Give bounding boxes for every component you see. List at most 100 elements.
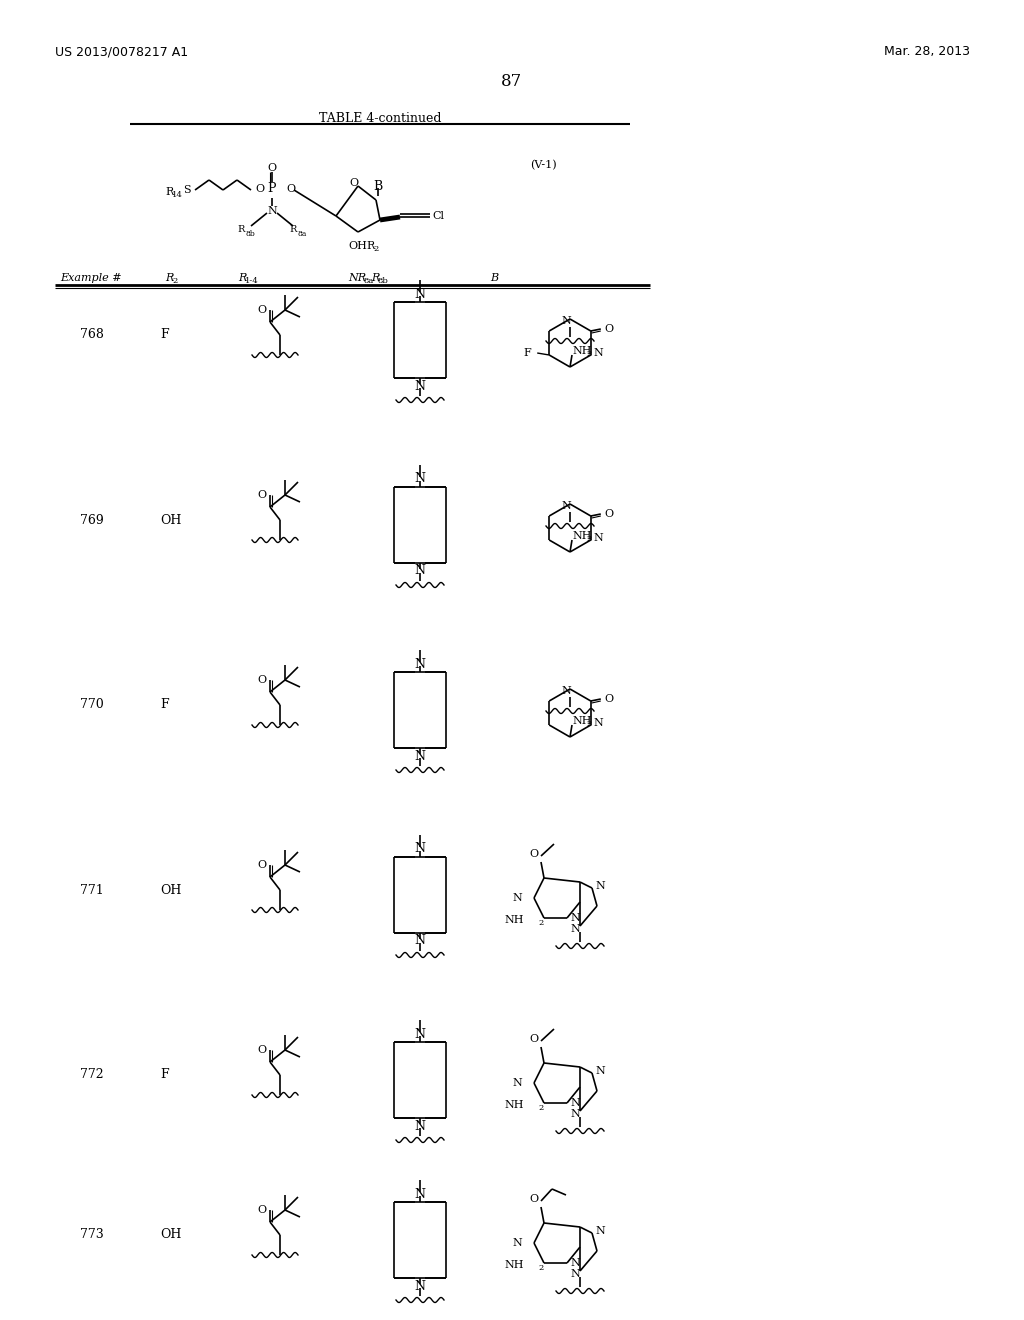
Text: N: N	[415, 380, 426, 392]
Text: N: N	[415, 1279, 426, 1292]
Text: 2: 2	[538, 919, 544, 927]
Text: O: O	[349, 178, 358, 187]
Text: S: S	[183, 185, 190, 195]
Text: NH: NH	[505, 1261, 524, 1270]
Text: F: F	[160, 698, 169, 711]
Text: OH: OH	[160, 1229, 181, 1242]
Text: O: O	[605, 510, 614, 519]
Text: 2: 2	[586, 350, 591, 358]
Text: N: N	[415, 565, 426, 578]
Text: NR: NR	[348, 273, 367, 282]
Text: 768: 768	[80, 329, 103, 342]
Text: 8a: 8a	[298, 230, 307, 238]
Text: NH: NH	[505, 915, 524, 925]
Text: N: N	[570, 1269, 580, 1279]
Text: N: N	[561, 502, 570, 511]
Text: OH: OH	[160, 883, 181, 896]
Text: O: O	[257, 490, 266, 500]
Text: R: R	[165, 187, 173, 197]
Text: Mar. 28, 2013: Mar. 28, 2013	[884, 45, 970, 58]
Text: B: B	[490, 273, 498, 282]
Text: N: N	[570, 913, 580, 923]
Text: 2: 2	[538, 1265, 544, 1272]
Text: 14: 14	[172, 191, 183, 199]
Text: Cl: Cl	[432, 211, 444, 220]
Text: N: N	[512, 1238, 522, 1247]
Text: O: O	[257, 1205, 266, 1214]
Text: O: O	[257, 305, 266, 315]
Text: 770: 770	[80, 698, 103, 711]
Text: O: O	[267, 162, 276, 173]
Text: N: N	[570, 924, 580, 935]
Text: 2: 2	[586, 719, 591, 729]
Text: NH: NH	[572, 346, 592, 356]
Text: R: R	[238, 273, 247, 282]
Text: 2: 2	[538, 1104, 544, 1111]
Text: N: N	[512, 1078, 522, 1088]
Text: 2: 2	[172, 277, 177, 285]
Text: TABLE 4-continued: TABLE 4-continued	[318, 111, 441, 124]
Text: N: N	[415, 935, 426, 948]
Text: (V-1): (V-1)	[530, 160, 557, 170]
Text: N: N	[415, 473, 426, 486]
Text: R: R	[165, 273, 173, 282]
Text: F: F	[160, 1068, 169, 1081]
Text: O: O	[255, 183, 264, 194]
Text: 771: 771	[80, 883, 103, 896]
Text: NH: NH	[572, 531, 592, 541]
Text: NH: NH	[572, 715, 592, 726]
Text: R: R	[238, 226, 245, 235]
Text: N: N	[595, 880, 605, 891]
Text: N: N	[512, 894, 522, 903]
Text: 8b: 8b	[378, 277, 389, 285]
Text: OH: OH	[160, 513, 181, 527]
Text: N: N	[561, 315, 570, 326]
Text: 87: 87	[502, 74, 522, 91]
Text: 8a: 8a	[362, 277, 374, 285]
Text: N: N	[594, 533, 603, 543]
Text: O: O	[529, 1195, 539, 1204]
Text: N: N	[561, 686, 570, 696]
Text: 8b: 8b	[246, 230, 256, 238]
Text: N: N	[570, 1109, 580, 1119]
Text: N: N	[415, 1027, 426, 1040]
Text: N: N	[415, 750, 426, 763]
Text: N: N	[267, 206, 276, 216]
Text: B: B	[374, 180, 383, 193]
Text: O: O	[257, 675, 266, 685]
Text: O: O	[529, 849, 539, 859]
Text: 2: 2	[373, 246, 378, 253]
Text: R: R	[290, 226, 297, 235]
Text: 772: 772	[80, 1068, 103, 1081]
Text: OH: OH	[348, 242, 367, 251]
Text: N: N	[415, 288, 426, 301]
Text: O: O	[605, 323, 614, 334]
Text: US 2013/0078217 A1: US 2013/0078217 A1	[55, 45, 188, 58]
Text: 2: 2	[586, 535, 591, 543]
Text: O: O	[605, 694, 614, 704]
Text: P: P	[267, 182, 276, 195]
Text: F: F	[160, 329, 169, 342]
Text: O: O	[286, 183, 295, 194]
Text: N: N	[594, 718, 603, 729]
Text: R: R	[371, 273, 379, 282]
Text: O: O	[257, 861, 266, 870]
Text: 769: 769	[80, 513, 103, 527]
Text: O: O	[529, 1034, 539, 1044]
Text: N: N	[595, 1226, 605, 1236]
Text: N: N	[594, 348, 603, 358]
Text: 773: 773	[80, 1229, 103, 1242]
Text: N: N	[570, 1098, 580, 1107]
Text: N: N	[415, 1188, 426, 1200]
Text: NH: NH	[505, 1100, 524, 1110]
Text: O: O	[257, 1045, 266, 1055]
Text: F: F	[523, 348, 531, 358]
Text: 1-4: 1-4	[245, 277, 259, 285]
Text: Example #: Example #	[60, 273, 122, 282]
Text: N: N	[415, 1119, 426, 1133]
Text: N: N	[415, 657, 426, 671]
Text: R: R	[366, 242, 374, 251]
Text: N: N	[415, 842, 426, 855]
Text: N: N	[570, 1258, 580, 1269]
Text: N: N	[595, 1067, 605, 1076]
